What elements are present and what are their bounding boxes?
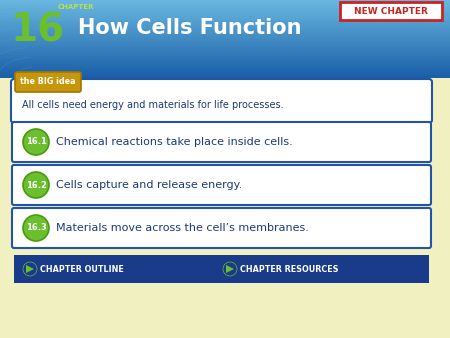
FancyBboxPatch shape: [0, 64, 450, 66]
FancyBboxPatch shape: [340, 2, 442, 20]
FancyBboxPatch shape: [0, 62, 450, 64]
FancyBboxPatch shape: [0, 0, 450, 2]
Text: Cells capture and release energy.: Cells capture and release energy.: [56, 180, 242, 190]
Circle shape: [223, 262, 237, 276]
FancyBboxPatch shape: [11, 79, 432, 123]
FancyBboxPatch shape: [0, 58, 450, 61]
Circle shape: [23, 262, 37, 276]
Text: CHAPTER: CHAPTER: [58, 4, 94, 10]
Text: 16.1: 16.1: [26, 138, 46, 146]
Text: All cells need energy and materials for life processes.: All cells need energy and materials for …: [22, 100, 284, 110]
FancyBboxPatch shape: [0, 19, 450, 21]
Text: 16.2: 16.2: [26, 180, 46, 190]
FancyBboxPatch shape: [0, 66, 450, 68]
FancyBboxPatch shape: [0, 17, 450, 20]
FancyBboxPatch shape: [0, 74, 450, 76]
FancyBboxPatch shape: [0, 34, 450, 37]
FancyBboxPatch shape: [0, 27, 450, 29]
FancyBboxPatch shape: [0, 15, 450, 18]
FancyBboxPatch shape: [0, 68, 450, 70]
FancyBboxPatch shape: [0, 1, 450, 4]
Polygon shape: [26, 265, 34, 273]
FancyBboxPatch shape: [0, 25, 450, 27]
Text: How Cells Function: How Cells Function: [78, 18, 302, 38]
FancyBboxPatch shape: [0, 21, 450, 23]
Circle shape: [23, 215, 49, 241]
FancyBboxPatch shape: [0, 54, 450, 56]
FancyBboxPatch shape: [14, 255, 429, 283]
Polygon shape: [226, 265, 234, 273]
FancyBboxPatch shape: [0, 41, 450, 43]
FancyBboxPatch shape: [0, 46, 450, 49]
FancyBboxPatch shape: [0, 33, 450, 35]
FancyBboxPatch shape: [0, 37, 450, 39]
FancyBboxPatch shape: [0, 52, 450, 55]
FancyBboxPatch shape: [0, 44, 450, 47]
Text: Materials move across the cell’s membranes.: Materials move across the cell’s membran…: [56, 223, 309, 233]
FancyBboxPatch shape: [0, 72, 450, 74]
Text: Chemical reactions take place inside cells.: Chemical reactions take place inside cel…: [56, 137, 293, 147]
FancyBboxPatch shape: [0, 31, 450, 33]
FancyBboxPatch shape: [12, 165, 431, 205]
Text: NEW CHAPTER: NEW CHAPTER: [354, 6, 428, 16]
FancyBboxPatch shape: [0, 70, 450, 72]
FancyBboxPatch shape: [12, 208, 431, 248]
FancyBboxPatch shape: [0, 11, 450, 14]
FancyBboxPatch shape: [0, 56, 450, 58]
Circle shape: [23, 172, 49, 198]
FancyBboxPatch shape: [0, 42, 450, 45]
FancyBboxPatch shape: [0, 13, 450, 16]
FancyBboxPatch shape: [0, 48, 450, 51]
Text: 16.3: 16.3: [26, 223, 46, 233]
FancyBboxPatch shape: [12, 122, 431, 162]
FancyBboxPatch shape: [0, 50, 450, 53]
Text: CHAPTER RESOURCES: CHAPTER RESOURCES: [240, 265, 338, 273]
FancyBboxPatch shape: [0, 39, 450, 41]
Circle shape: [23, 129, 49, 155]
FancyBboxPatch shape: [0, 5, 450, 8]
Text: 16: 16: [11, 11, 65, 49]
FancyBboxPatch shape: [0, 60, 450, 63]
FancyBboxPatch shape: [15, 72, 81, 92]
FancyBboxPatch shape: [0, 23, 450, 25]
FancyBboxPatch shape: [0, 29, 450, 31]
FancyBboxPatch shape: [0, 7, 450, 10]
FancyBboxPatch shape: [0, 9, 450, 12]
FancyBboxPatch shape: [0, 76, 450, 78]
Text: the BIG idea: the BIG idea: [20, 77, 76, 87]
FancyBboxPatch shape: [0, 3, 450, 6]
Text: CHAPTER OUTLINE: CHAPTER OUTLINE: [40, 265, 124, 273]
